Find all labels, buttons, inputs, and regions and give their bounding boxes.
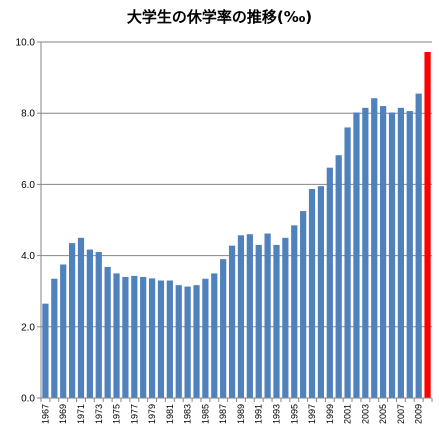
bar (193, 285, 200, 398)
x-tick-label: 2007 (396, 404, 406, 424)
bar-highlight (424, 51, 431, 398)
bar (397, 107, 405, 399)
y-tick-label: 10.0 (16, 38, 36, 49)
bar (122, 276, 129, 398)
x-tick-label: 1989 (236, 404, 246, 424)
bar (184, 286, 191, 398)
chart-title: 大学生の休学率の推移(‰) (126, 8, 313, 26)
x-tick-label: 2003 (360, 404, 370, 424)
bar (246, 234, 253, 398)
x-tick-label: 1973 (94, 404, 104, 424)
bar (68, 243, 76, 398)
bar (380, 106, 387, 398)
x-tick-label: 1971 (76, 404, 86, 424)
bar (202, 278, 209, 398)
bar (291, 225, 298, 398)
y-tick-label: 6.0 (21, 180, 35, 191)
bar (113, 273, 120, 398)
y-tick-label: 0.0 (21, 394, 35, 405)
x-tick-label: 1975 (112, 404, 122, 424)
bar (166, 280, 173, 398)
x-tick-label: 1991 (254, 404, 264, 424)
x-tick-label: 2005 (378, 404, 388, 424)
x-tick-label: 1977 (129, 404, 139, 424)
x-tick-label: 1999 (325, 404, 335, 424)
bar (157, 280, 165, 398)
bar (415, 93, 422, 399)
y-tick-label: 4.0 (21, 251, 35, 262)
bar (406, 111, 413, 398)
bar (326, 167, 333, 398)
bar (95, 252, 102, 398)
x-tick-label: 1985 (200, 404, 210, 424)
x-tick-label: 1983 (183, 404, 193, 424)
x-tick-label: 1993 (271, 404, 281, 424)
bar (104, 266, 111, 398)
x-tick-label: 1981 (165, 404, 175, 424)
bar (255, 244, 262, 398)
x-tick-label: 2001 (343, 404, 353, 424)
bar (264, 233, 271, 398)
bar (344, 127, 351, 398)
bar (220, 259, 227, 398)
bar (317, 186, 325, 398)
bar (353, 112, 360, 399)
bar (140, 276, 147, 398)
bar (228, 245, 236, 398)
bar (42, 303, 49, 398)
bar (148, 278, 156, 398)
y-tick-label: 8.0 (21, 109, 35, 120)
x-tick-label: 1979 (147, 404, 157, 424)
x-tick-label: 2009 (414, 404, 424, 424)
bar (131, 275, 138, 398)
x-tick-label: 1997 (307, 404, 317, 424)
x-tick-label: 1969 (58, 404, 68, 424)
bar (388, 112, 396, 399)
bar (335, 155, 342, 398)
bar (237, 235, 245, 398)
bar (273, 244, 280, 398)
y-tick-label: 2.0 (21, 322, 35, 333)
x-tick-label: 1967 (40, 404, 50, 424)
x-tick-label: 1995 (289, 404, 299, 424)
bar (371, 98, 378, 398)
bar (86, 249, 93, 398)
bar (308, 189, 316, 398)
x-tick-label: 1987 (218, 404, 228, 424)
bar (60, 264, 67, 398)
bar (51, 278, 58, 398)
bar (362, 107, 369, 399)
bar (211, 273, 218, 398)
bar (300, 211, 307, 398)
bar (77, 237, 85, 398)
bar (175, 285, 182, 398)
bar (282, 237, 289, 398)
